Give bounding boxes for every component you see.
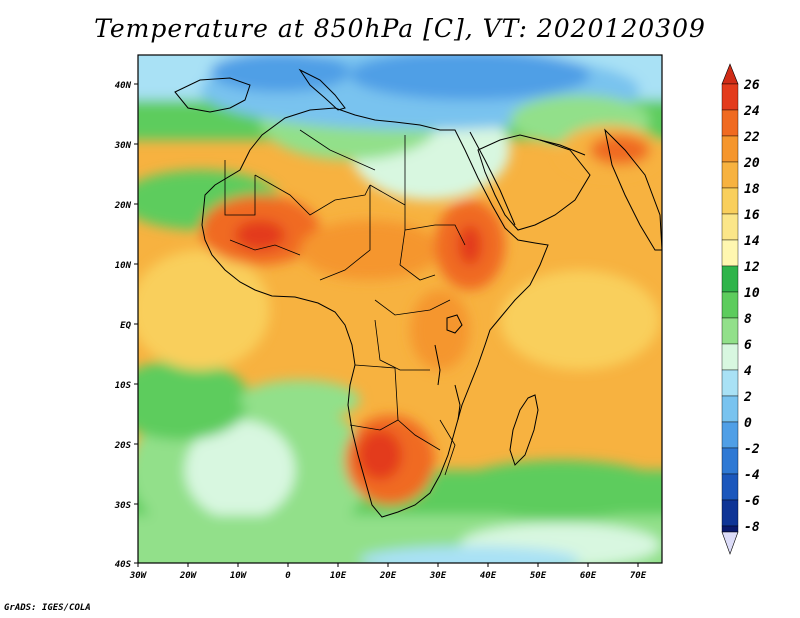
colorbar-label: -6: [744, 494, 760, 509]
lat-tick-label: 20S: [114, 441, 132, 451]
colorbar-bin: [721, 187, 739, 215]
colorbar-label: 12: [744, 260, 760, 275]
colorbar-bin: [721, 135, 739, 163]
colorbar-bin: [721, 499, 739, 527]
lat-tick-label: 10N: [115, 261, 132, 271]
lat-tick-label: EQ: [120, 321, 131, 331]
madagascar-coastline: [509, 394, 539, 466]
colorbar-label: 24: [743, 104, 760, 119]
colorbar-bin: [721, 83, 739, 111]
lon-tick-label: 30E: [429, 571, 447, 581]
lat-tick-label: 40S: [115, 560, 132, 570]
lon-tick-label: 20E: [379, 571, 397, 581]
latitude-ticks: 40N 30N 20N 10N EQ 10S 20S 30S 40S: [114, 81, 138, 570]
lat-tick-label: 10S: [115, 381, 132, 391]
colorbar: 26 24 22 20 18 16 14 12 10 8 6 4 2 0 -2 …: [721, 63, 760, 555]
colorbar-label: 20: [743, 156, 760, 171]
colorbar-label: -2: [744, 442, 760, 457]
colorbar-bin: [721, 291, 739, 319]
colorbar-bin: [721, 161, 739, 189]
colorbar-bin: [721, 239, 739, 267]
colorbar-label: 4: [744, 364, 752, 379]
red-sea-coastline: [469, 131, 516, 226]
lon-tick-label: 30W: [129, 571, 148, 581]
colorbar-bin: [721, 109, 739, 137]
colorbar-bin: [721, 395, 739, 423]
lon-tick-label: 50E: [530, 571, 547, 581]
lake-tanganyika: [434, 344, 441, 386]
italy-coastline: [298, 68, 346, 111]
iberia-coastline: [174, 77, 251, 113]
longitude-ticks: 30W 20W 10W 0 10E 20E 30E 40E 50E 60E 70…: [129, 563, 647, 581]
colorbar-under-arrow: [721, 531, 739, 555]
lat-tick-label: 30S: [114, 501, 132, 511]
colorbar-label: 2: [743, 390, 752, 405]
lon-tick-label: 70E: [630, 571, 647, 581]
colorbar-label: -4: [744, 468, 760, 483]
colorbar-bin: [721, 447, 739, 475]
colorbar-label: 6: [744, 338, 752, 353]
lon-tick-label: 0: [285, 571, 291, 581]
india-coastline: [604, 128, 662, 251]
colorbar-label: 0: [744, 416, 752, 431]
plot-frame: [137, 54, 663, 564]
lon-tick-label: 40E: [480, 571, 497, 581]
lake-malawi: [454, 384, 461, 421]
lat-tick-label: 40N: [115, 81, 132, 91]
persian-gulf-coastline: [539, 139, 586, 156]
lon-tick-label: 10E: [330, 571, 347, 581]
coastlines: [174, 68, 662, 518]
colorbar-label: 8: [744, 312, 752, 327]
colorbar-label: 22: [743, 130, 760, 145]
lake-victoria: [446, 314, 463, 334]
lat-tick-label: 20N: [114, 201, 132, 211]
colorbar-over-arrow: [721, 63, 739, 85]
country-borders: [224, 129, 466, 476]
colorbar-bin: [721, 213, 739, 241]
lon-tick-label: 10W: [230, 571, 248, 581]
africa-coastline: [201, 107, 549, 518]
colorbar-bin: [721, 369, 739, 397]
colorbar-bin: [721, 343, 739, 371]
colorbar-label: -8: [744, 520, 760, 535]
colorbar-bin: [721, 525, 739, 533]
map-title: Temperature at 850hPa [C], VT: 202012030…: [94, 14, 706, 43]
grads-credit: GrADS: IGES/COLA: [4, 603, 91, 613]
lon-tick-label: 20W: [179, 571, 198, 581]
arabia-coastline: [477, 134, 591, 231]
colorbar-label: 16: [744, 208, 760, 223]
colorbar-bin: [721, 421, 739, 449]
colorbar-label: 26: [743, 78, 760, 93]
colorbar-label: 18: [744, 182, 760, 197]
colorbar-bin: [721, 265, 739, 293]
colorbar-bin: [721, 473, 739, 501]
lat-tick-label: 30N: [114, 141, 132, 151]
colorbar-label: 14: [744, 234, 760, 249]
temperature-field: [138, 55, 662, 563]
colorbar-label: 10: [744, 286, 760, 301]
lon-tick-label: 60E: [580, 571, 597, 581]
colorbar-bin: [721, 317, 739, 345]
